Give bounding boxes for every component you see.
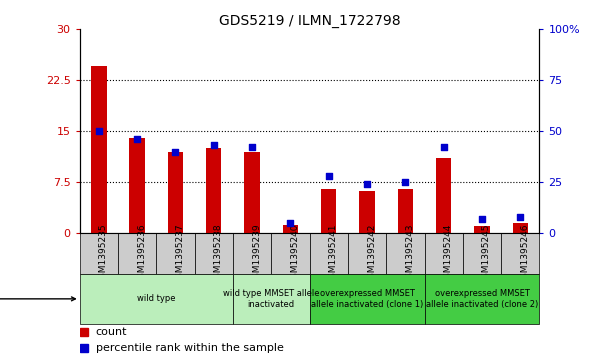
Text: GSM1395238: GSM1395238	[214, 223, 223, 284]
Bar	[310, 274, 424, 324]
Text: percentile rank within the sample: percentile rank within the sample	[96, 343, 284, 353]
Point	[477, 216, 487, 222]
Bar	[321, 189, 337, 233]
Text: overexpressed MMSET
allele inactivated (clone 2): overexpressed MMSET allele inactivated (…	[426, 289, 538, 309]
Text: count: count	[96, 327, 128, 337]
Text: wild type: wild type	[137, 294, 175, 303]
Point	[209, 143, 219, 148]
Bar	[463, 233, 501, 274]
Bar	[156, 233, 195, 274]
Text: GSM1395241: GSM1395241	[329, 223, 338, 284]
Bar	[386, 233, 424, 274]
Bar	[80, 233, 118, 274]
Text: GSM1395235: GSM1395235	[99, 223, 108, 284]
Point	[400, 179, 410, 185]
Bar	[359, 191, 375, 233]
Point	[132, 136, 142, 142]
Text: GSM1395246: GSM1395246	[520, 223, 529, 284]
Bar	[283, 225, 298, 233]
Bar	[310, 233, 348, 274]
Text: GSM1395237: GSM1395237	[175, 223, 185, 284]
Point	[439, 144, 449, 150]
Bar	[91, 66, 107, 233]
Point	[247, 144, 257, 150]
Point	[170, 149, 180, 155]
Point	[94, 128, 104, 134]
Text: genotype/variation: genotype/variation	[0, 294, 75, 304]
Bar	[129, 138, 145, 233]
Text: GSM1395240: GSM1395240	[291, 223, 299, 284]
Text: GSM1395243: GSM1395243	[405, 223, 414, 284]
Text: overexpressed MMSET
allele inactivated (clone 1): overexpressed MMSET allele inactivated (…	[311, 289, 423, 309]
Text: GSM1395244: GSM1395244	[444, 224, 452, 284]
Bar	[271, 233, 310, 274]
Bar	[195, 233, 233, 274]
Bar	[348, 233, 386, 274]
Bar	[436, 158, 451, 233]
Bar	[233, 233, 271, 274]
Text: GSM1395245: GSM1395245	[482, 223, 491, 284]
Title: GDS5219 / ILMN_1722798: GDS5219 / ILMN_1722798	[219, 14, 400, 28]
Text: wild type MMSET allele
inactivated: wild type MMSET allele inactivated	[223, 289, 319, 309]
Point	[362, 181, 372, 187]
Point	[324, 173, 333, 179]
Bar	[233, 274, 310, 324]
Bar	[474, 227, 490, 233]
Bar	[80, 274, 233, 324]
Bar	[424, 233, 463, 274]
Text: GSM1395242: GSM1395242	[367, 224, 376, 284]
Bar	[245, 152, 260, 233]
Bar	[501, 233, 539, 274]
Bar	[398, 189, 413, 233]
Bar	[512, 223, 528, 233]
Bar	[118, 233, 156, 274]
Bar	[206, 148, 221, 233]
Bar	[424, 274, 539, 324]
Bar	[168, 152, 183, 233]
Point	[286, 220, 295, 226]
Point	[516, 214, 525, 220]
Text: GSM1395236: GSM1395236	[137, 223, 146, 284]
Text: GSM1395239: GSM1395239	[252, 223, 261, 284]
